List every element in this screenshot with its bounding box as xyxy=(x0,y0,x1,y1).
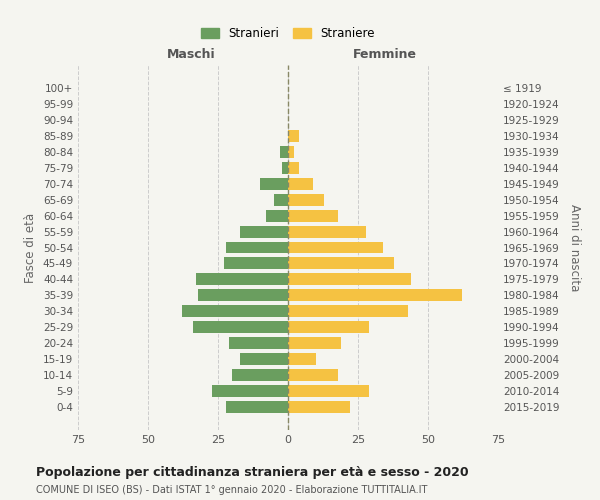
Bar xyxy=(229,338,288,349)
Bar xyxy=(288,178,313,190)
Text: Femmine: Femmine xyxy=(353,48,416,62)
Bar xyxy=(288,226,367,237)
Bar xyxy=(224,258,288,270)
Legend: Stranieri, Straniere: Stranieri, Straniere xyxy=(197,24,379,44)
Bar xyxy=(280,146,288,158)
Bar xyxy=(182,306,288,318)
Bar xyxy=(226,242,288,254)
Bar xyxy=(283,162,288,173)
Bar xyxy=(288,194,325,205)
Y-axis label: Fasce di età: Fasce di età xyxy=(25,212,37,282)
Bar xyxy=(288,370,338,382)
Bar xyxy=(288,146,293,158)
Text: COMUNE DI ISEO (BS) - Dati ISTAT 1° gennaio 2020 - Elaborazione TUTTITALIA.IT: COMUNE DI ISEO (BS) - Dati ISTAT 1° genn… xyxy=(36,485,427,495)
Bar xyxy=(288,162,299,173)
Bar xyxy=(288,130,299,141)
Bar xyxy=(260,178,288,190)
Bar xyxy=(288,354,316,366)
Bar xyxy=(193,322,288,334)
Y-axis label: Anni di nascita: Anni di nascita xyxy=(568,204,581,291)
Bar xyxy=(266,210,288,222)
Bar xyxy=(241,354,288,366)
Bar xyxy=(232,370,288,382)
Bar xyxy=(288,274,411,285)
Bar xyxy=(288,290,461,302)
Bar xyxy=(288,402,350,413)
Bar xyxy=(288,306,409,318)
Bar xyxy=(274,194,288,205)
Bar xyxy=(226,402,288,413)
Bar xyxy=(212,386,288,398)
Bar xyxy=(288,210,338,222)
Bar xyxy=(196,274,288,285)
Bar xyxy=(288,322,369,334)
Text: Maschi: Maschi xyxy=(167,48,216,62)
Bar xyxy=(199,290,288,302)
Bar xyxy=(288,258,394,270)
Text: Popolazione per cittadinanza straniera per età e sesso - 2020: Popolazione per cittadinanza straniera p… xyxy=(36,466,469,479)
Bar xyxy=(288,242,383,254)
Bar xyxy=(288,386,369,398)
Bar xyxy=(288,338,341,349)
Bar xyxy=(241,226,288,237)
